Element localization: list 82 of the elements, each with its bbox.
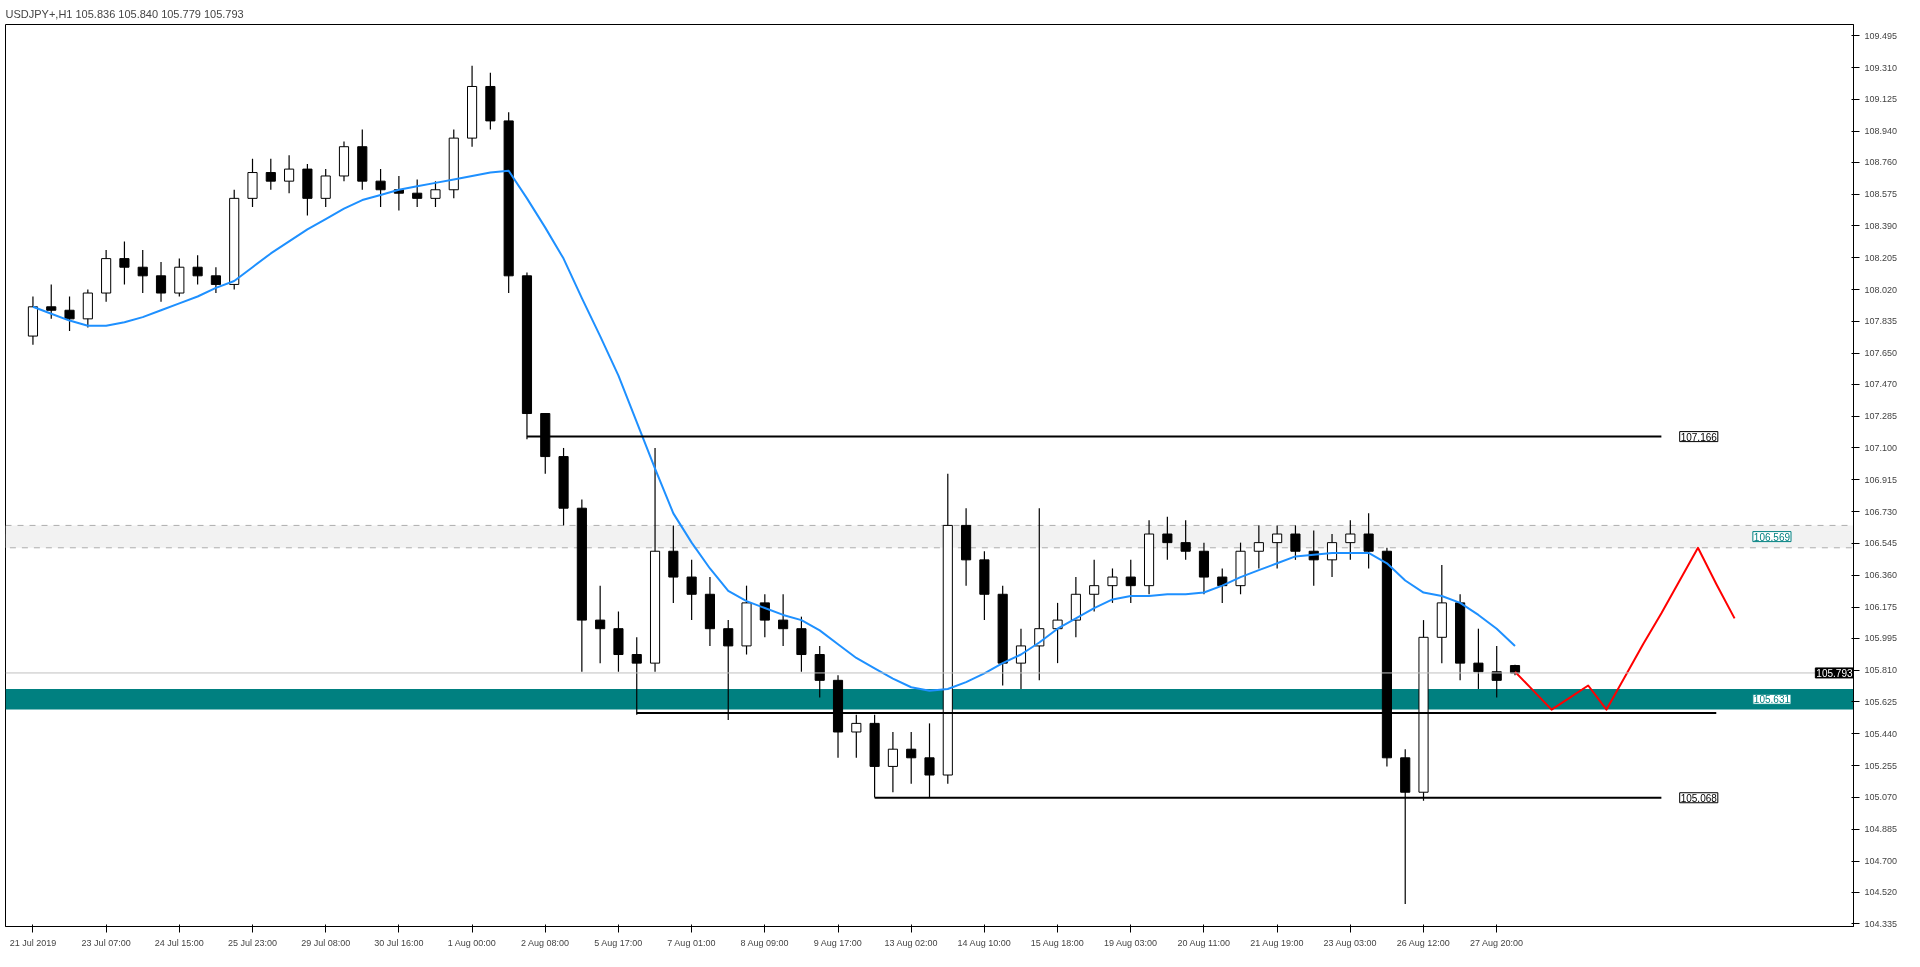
candlestick [46,283,57,320]
x-tick-label: 2 Aug 08:00 [520,937,570,948]
y-tick-label: 107.285 [1864,411,1898,422]
y-tick-label: 106.545 [1864,538,1898,549]
x-tick-label: 15 Aug 18:00 [1030,937,1084,948]
candlestick [778,593,789,647]
y-tick-label: 109.310 [1864,62,1898,73]
candlestick [1125,559,1136,604]
x-tick-label: 27 Aug 20:00 [1469,937,1523,948]
y-tick-label: 107.470 [1864,379,1898,390]
x-tick-label: 8 Aug 09:00 [740,937,789,948]
x-tick-label: 1 Aug 00:00 [447,937,496,948]
y-tick-label: 107.100 [1864,442,1898,453]
band-label: 105.631 [1753,694,1791,706]
y-tick-label: 107.835 [1864,316,1898,327]
y-tick-label: 104.335 [1864,918,1898,929]
series-label: 107.166 [1680,431,1718,443]
x-tick-label: 21 Aug 19:00 [1250,937,1304,948]
x-tick-label: 21 Jul 2019 [9,937,57,948]
y-tick-label: 104.700 [1864,856,1898,867]
x-tick-label: 7 Aug 01:00 [667,937,716,948]
x-tick-label: 20 Aug 11:00 [1177,937,1230,948]
x-tick-label: 29 Jul 08:00 [301,937,351,948]
y-tick-label: 104.520 [1864,887,1898,898]
x-tick-label: 26 Aug 12:00 [1396,937,1450,948]
chart-title: USDJPY+,H1 105.836 105.840 105.779 105.793 [5,7,244,20]
x-tick-label: 23 Jul 07:00 [81,937,131,948]
candlestick [1089,559,1100,613]
candlestick [595,585,606,664]
y-tick-label: 108.205 [1864,252,1898,263]
y-tick-label: 107.650 [1864,348,1898,359]
y-tick-label: 108.760 [1864,157,1898,168]
candlestick [430,180,441,208]
x-tick-label: 9 Aug 17:00 [813,937,862,948]
candlestick [137,249,148,294]
candlestick [265,158,276,191]
x-tick-label: 25 Jul 23:00 [227,937,278,948]
y-tick-label: 105.440 [1864,728,1898,739]
candlestick [375,168,386,208]
x-tick-label: 5 Aug 17:00 [594,937,643,948]
candlestick [1052,602,1063,664]
candlestick [210,266,221,294]
x-tick-label: 24 Jul 15:00 [154,937,204,948]
line-series [1514,546,1736,711]
x-tick-label: 13 Aug 02:00 [884,937,938,948]
candlestick [759,593,770,638]
candlestick [119,240,130,286]
series-label: 105.068 [1680,792,1718,804]
y-tick-label: 105.255 [1864,760,1898,771]
candlestick [320,168,331,208]
y-tick-label: 108.940 [1864,126,1898,137]
candlestick [1107,567,1118,604]
y-tick-label: 105.995 [1864,633,1898,644]
y-tick-label: 104.885 [1864,824,1898,835]
x-tick-label: 19 Aug 03:00 [1103,937,1158,948]
x-tick-label: 30 Jul 16:00 [374,937,424,948]
x-tick-label: 23 Aug 03:00 [1323,937,1377,948]
candlestick [64,295,75,332]
candlestick [887,731,898,793]
ref-line-label: 105.793 [1816,667,1853,679]
y-tick-label: 108.020 [1864,284,1898,295]
y-tick-label: 109.125 [1864,94,1898,105]
y-tick-label: 109.495 [1864,30,1898,41]
x-tick-label: 14 Aug 10:00 [957,937,1011,948]
y-tick-label: 105.810 [1864,665,1898,676]
candlestick [155,261,167,303]
candlestick [412,178,423,208]
y-tick-label: 106.915 [1864,474,1898,485]
candlestick [284,154,295,194]
y-tick-label: 105.070 [1864,792,1898,803]
y-tick-label: 106.175 [1864,602,1898,613]
y-tick-label: 106.360 [1864,570,1898,581]
candlestick [1217,567,1228,604]
candlestick [192,254,203,286]
y-tick-label: 106.730 [1864,506,1898,517]
candlestick [686,559,697,621]
candlestick [1015,628,1027,690]
candlestick [1473,628,1484,690]
candlestick [906,731,917,785]
y-tick-label: 105.625 [1864,696,1898,707]
y-tick-label: 108.575 [1864,189,1898,200]
y-tick-label: 108.390 [1864,220,1898,231]
